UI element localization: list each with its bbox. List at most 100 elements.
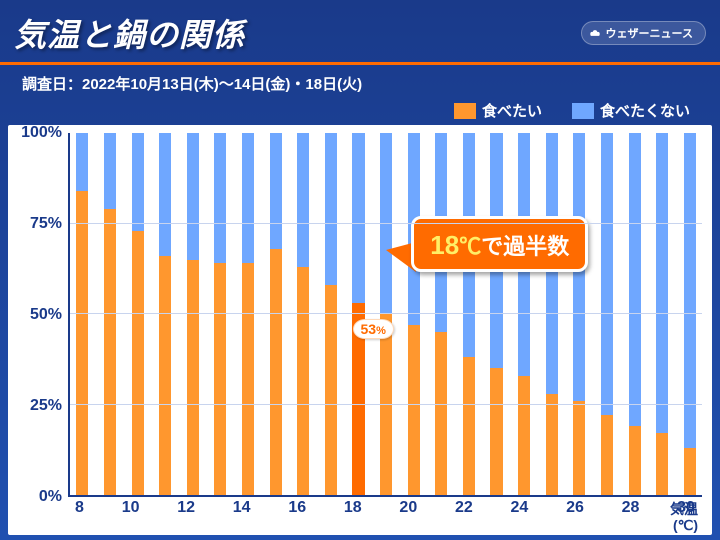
bar-want-segment <box>159 256 171 495</box>
x-tick <box>377 499 384 535</box>
pct-value: 53 <box>361 321 377 337</box>
bar-want-segment <box>490 368 502 495</box>
title-bar: 気温と鍋の関係 ウェザーニュース <box>0 0 720 65</box>
bar <box>352 133 364 495</box>
bar-want-segment <box>104 209 116 495</box>
weather-icon <box>588 26 602 40</box>
source-badge: ウェザーニュース <box>581 21 706 45</box>
bar <box>546 133 558 495</box>
x-axis: 81012141618202224262830 <box>68 497 702 535</box>
bar-want-segment <box>656 433 668 495</box>
bar-want-segment <box>132 231 144 495</box>
bar-want-segment <box>214 263 226 495</box>
bar-want-segment <box>325 285 337 495</box>
x-axis-label-unit: (℃) <box>670 518 698 533</box>
bar <box>435 133 447 495</box>
bar <box>214 133 226 495</box>
bar <box>76 133 88 495</box>
gridline <box>70 313 702 314</box>
bar <box>297 133 309 495</box>
y-tick: 100% <box>21 124 62 142</box>
x-tick <box>599 499 606 535</box>
bar <box>601 133 613 495</box>
gridline <box>70 404 702 405</box>
bar <box>490 133 502 495</box>
bar-want-segment <box>573 401 585 495</box>
gridline <box>70 223 702 224</box>
bar <box>104 133 116 495</box>
bar-want-segment <box>629 426 641 495</box>
x-tick: 28 <box>622 499 640 535</box>
bar <box>463 133 475 495</box>
legend: 食べたい 食べたくない <box>0 98 720 125</box>
y-axis: 0%25%50%75%100% <box>12 133 66 497</box>
survey-date: 調査日：2022年10月13日(木)〜14日(金)・18日(火) <box>0 65 720 98</box>
bar-want-segment <box>297 267 309 495</box>
x-tick: 20 <box>399 499 417 535</box>
x-tick <box>155 499 162 535</box>
legend-want-swatch <box>454 103 476 119</box>
x-tick: 24 <box>511 499 529 535</box>
callout-unit: ℃ <box>459 234 481 259</box>
bar <box>684 133 696 495</box>
bar-want-segment <box>408 325 420 495</box>
y-tick: 0% <box>39 488 62 506</box>
bar-want-segment <box>270 249 282 495</box>
x-tick: 14 <box>233 499 251 535</box>
x-axis-label-top: 気温 <box>670 502 698 517</box>
y-tick: 50% <box>30 306 62 324</box>
source-badge-text: ウェザーニュース <box>606 25 693 41</box>
x-tick <box>266 499 273 535</box>
bar-want-segment <box>76 191 88 495</box>
legend-notwant-label: 食べたくない <box>600 100 690 121</box>
bar-want-segment <box>601 415 613 495</box>
bars-container <box>70 133 702 495</box>
bar-want-segment <box>380 314 392 495</box>
x-tick <box>99 499 106 535</box>
x-tick <box>433 499 440 535</box>
bar-want-segment <box>435 332 447 495</box>
chart-title: 気温と鍋の関係 <box>14 10 245 56</box>
callout-text: で過半数 <box>481 234 569 259</box>
bar-want-segment <box>546 394 558 495</box>
bar <box>573 133 585 495</box>
x-tick: 16 <box>288 499 306 535</box>
callout-temp: 18 <box>430 230 459 260</box>
y-tick: 25% <box>30 397 62 415</box>
legend-want-label: 食べたい <box>482 100 542 121</box>
x-tick: 12 <box>177 499 195 535</box>
bar <box>325 133 337 495</box>
legend-notwant-swatch <box>572 103 594 119</box>
x-tick <box>544 499 551 535</box>
callout-box: 18℃で過半数 <box>411 216 588 272</box>
x-tick: 26 <box>566 499 584 535</box>
bar-want-segment <box>242 263 254 495</box>
plot-area: 18℃で過半数 53% <box>68 133 702 497</box>
x-tick: 22 <box>455 499 473 535</box>
bar-want-segment <box>518 376 530 495</box>
bar-want-segment <box>463 357 475 495</box>
bar <box>629 133 641 495</box>
bar <box>242 133 254 495</box>
pct-badge: 53% <box>353 319 394 339</box>
bar <box>656 133 668 495</box>
x-tick <box>322 499 329 535</box>
bar <box>380 133 392 495</box>
y-tick: 75% <box>30 215 62 233</box>
chart-area: 0% 25% 50% 75% 100% 18℃で過半数 53% 8 10 12 14 16 18 2… <box>8 125 712 535</box>
x-tick: 10 <box>122 499 140 535</box>
x-tick <box>211 499 218 535</box>
x-tick: 8 <box>75 499 84 535</box>
bar <box>408 133 420 495</box>
bar <box>159 133 171 495</box>
bar <box>518 133 530 495</box>
chart-infographic: 気温と鍋の関係 ウェザーニュース 調査日：2022年10月13日(木)〜14日(… <box>0 0 720 540</box>
legend-want: 食べたい <box>454 100 542 121</box>
bar <box>187 133 199 495</box>
x-tick <box>655 499 662 535</box>
x-axis-label: 気温 (℃) <box>670 502 698 533</box>
x-tick <box>488 499 495 535</box>
bar-want-segment <box>187 260 199 495</box>
bar-want-segment <box>684 448 696 495</box>
pct-unit: % <box>376 325 386 337</box>
